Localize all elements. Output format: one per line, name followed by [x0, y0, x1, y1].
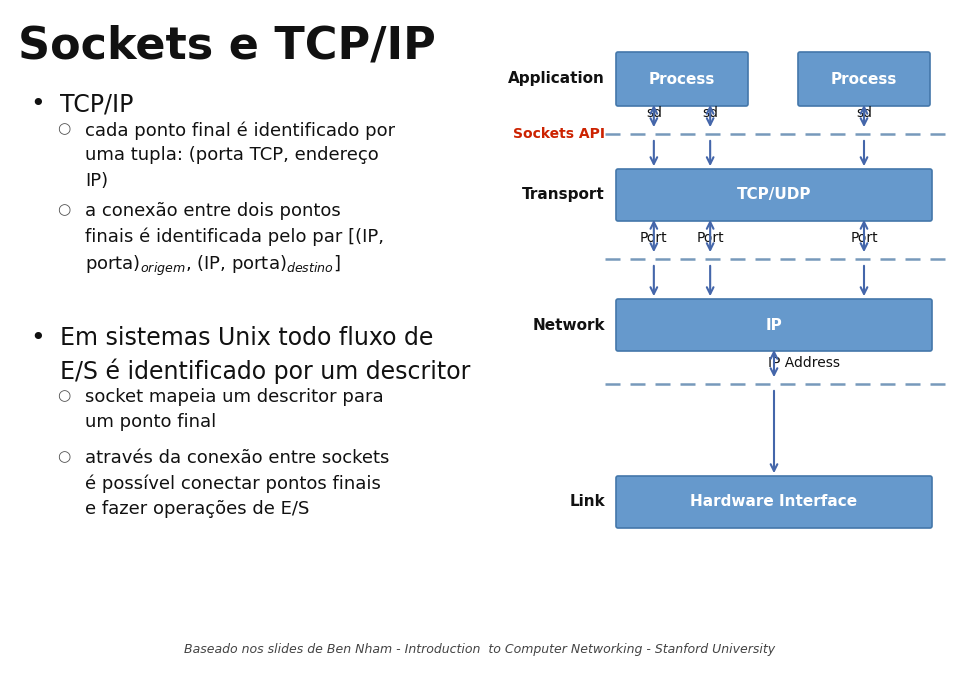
Text: IP Address: IP Address — [768, 356, 840, 370]
Text: ○: ○ — [57, 388, 70, 403]
Text: •: • — [30, 326, 45, 350]
Text: ○: ○ — [57, 449, 70, 464]
FancyBboxPatch shape — [616, 476, 932, 528]
Text: Baseado nos slides de Ben Nham - Introduction  to Computer Networking - Stanford: Baseado nos slides de Ben Nham - Introdu… — [184, 643, 776, 656]
Text: Port: Port — [696, 231, 724, 245]
Text: Link: Link — [569, 495, 605, 510]
Text: Port: Port — [640, 231, 667, 245]
FancyBboxPatch shape — [616, 52, 748, 106]
Text: Process: Process — [830, 71, 898, 86]
Text: Network: Network — [533, 317, 605, 332]
FancyBboxPatch shape — [798, 52, 930, 106]
Text: Sockets API: Sockets API — [513, 127, 605, 141]
Text: socket mapeia um descritor para
um ponto final: socket mapeia um descritor para um ponto… — [85, 388, 384, 431]
Text: Em sistemas Unix todo fluxo de
E/S é identificado por um descritor: Em sistemas Unix todo fluxo de E/S é ide… — [60, 326, 470, 384]
FancyBboxPatch shape — [616, 299, 932, 351]
Text: a conexão entre dois pontos
finais é identificada pelo par [(IP,
porta)$_{{orige: a conexão entre dois pontos finais é ide… — [85, 202, 384, 278]
Text: Transport: Transport — [522, 187, 605, 202]
FancyBboxPatch shape — [616, 169, 932, 221]
Text: TCP/UDP: TCP/UDP — [736, 187, 811, 202]
Text: IP: IP — [766, 317, 782, 332]
Text: Sockets e TCP/IP: Sockets e TCP/IP — [18, 24, 436, 67]
Text: sd: sd — [702, 106, 718, 120]
Text: Process: Process — [649, 71, 715, 86]
Text: através da conexão entre sockets
é possível conectar pontos finais
e fazer opera: através da conexão entre sockets é possí… — [85, 449, 390, 518]
Text: sd: sd — [856, 106, 872, 120]
Text: Port: Port — [851, 231, 877, 245]
Text: ○: ○ — [57, 202, 70, 217]
Text: •: • — [30, 92, 45, 116]
Text: Hardware Interface: Hardware Interface — [690, 495, 857, 510]
Text: ○: ○ — [57, 121, 70, 136]
Text: TCP/IP: TCP/IP — [60, 92, 133, 116]
Text: Application: Application — [508, 71, 605, 86]
Text: cada ponto final é identificado por
uma tupla: (porta TCP, endereço
IP): cada ponto final é identificado por uma … — [85, 121, 396, 189]
Text: sd: sd — [646, 106, 661, 120]
